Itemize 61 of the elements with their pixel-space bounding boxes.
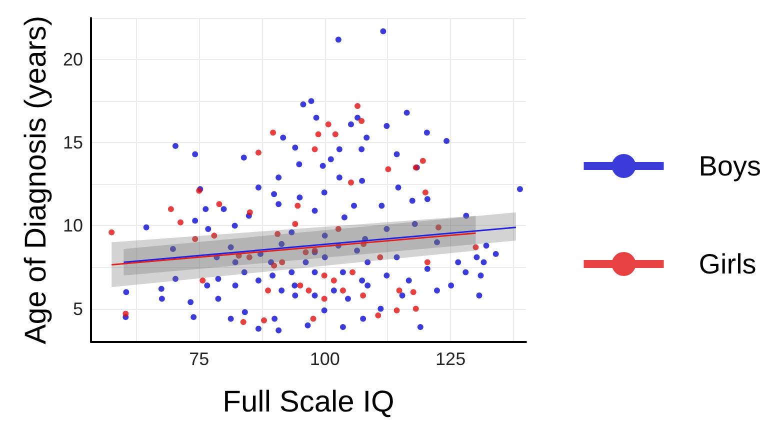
y-tick-label: 15 (62, 132, 83, 153)
point (354, 103, 361, 110)
point (315, 131, 322, 138)
point (265, 287, 272, 294)
point (321, 296, 328, 302)
point (122, 310, 129, 317)
point (306, 287, 312, 294)
point (240, 319, 246, 326)
point (360, 292, 366, 298)
point (271, 262, 278, 269)
x-tick-label: 100 (310, 349, 340, 369)
point (261, 317, 267, 324)
x-tick-label: 125 (436, 349, 466, 369)
y-tick-label: 10 (62, 216, 83, 236)
point (412, 306, 419, 312)
legend-label: Boys (698, 150, 761, 182)
point (302, 249, 309, 256)
point (274, 231, 281, 237)
point (216, 201, 222, 208)
point (310, 316, 316, 322)
point (340, 287, 346, 294)
y-axis-title: Age of Diagnosis (years) (20, 16, 52, 344)
point (472, 244, 479, 250)
point (246, 254, 252, 260)
point (246, 209, 253, 216)
point (211, 232, 218, 239)
point (292, 221, 298, 228)
point (358, 118, 365, 124)
point (424, 259, 430, 266)
y-tick-label: 20 (62, 50, 83, 70)
point (255, 150, 262, 156)
point (200, 278, 206, 284)
point (108, 229, 115, 236)
point (410, 289, 416, 296)
point (294, 202, 301, 209)
point (350, 269, 356, 276)
point (330, 278, 337, 284)
point (325, 121, 332, 128)
y-tick-label: 5 (72, 298, 83, 319)
point (348, 179, 354, 186)
point (394, 307, 400, 314)
point (312, 146, 318, 152)
point (396, 287, 402, 294)
point (168, 206, 174, 212)
point (422, 189, 428, 196)
point (420, 158, 426, 164)
x-axis-title: Full Scale IQ (222, 386, 394, 418)
point (375, 312, 382, 318)
point (335, 226, 342, 232)
point (377, 254, 384, 260)
point (436, 224, 442, 230)
legend-label: Girls (698, 248, 756, 280)
point (178, 219, 184, 226)
point (332, 131, 338, 138)
point (279, 259, 286, 266)
point (270, 130, 276, 136)
point (192, 236, 198, 242)
point (385, 166, 392, 172)
point (321, 272, 328, 279)
point (297, 282, 304, 289)
x-tick-label: 75 (189, 349, 210, 369)
